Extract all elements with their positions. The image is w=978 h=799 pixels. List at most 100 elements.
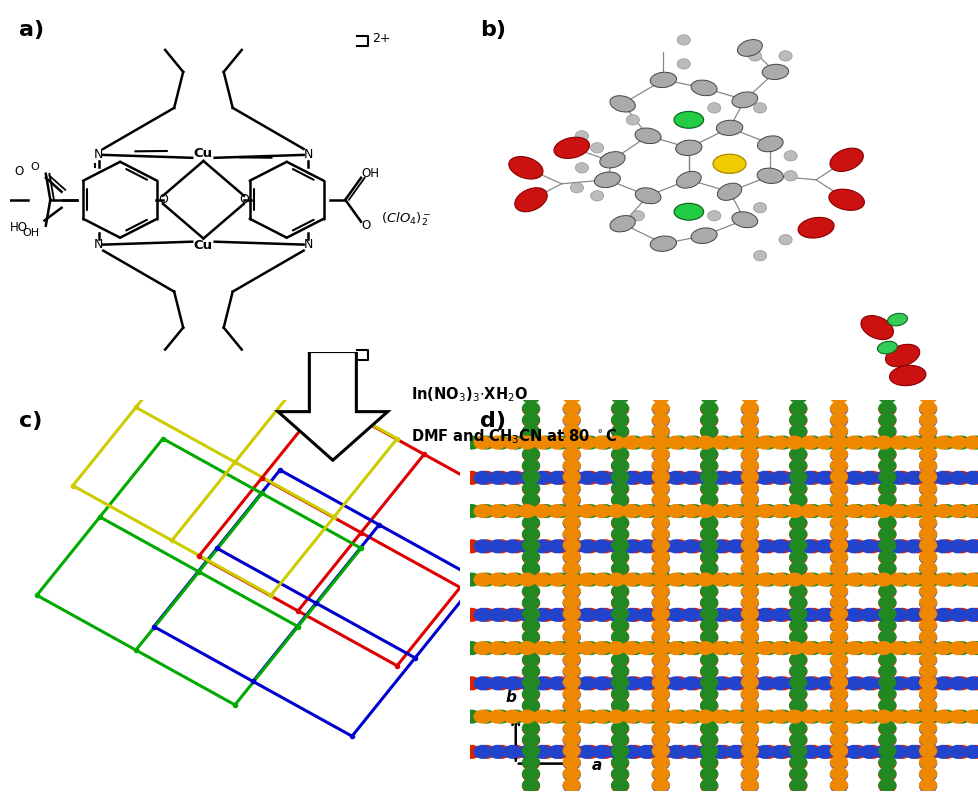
Circle shape — [670, 676, 688, 690]
Circle shape — [562, 528, 580, 542]
Circle shape — [888, 676, 907, 690]
Circle shape — [918, 539, 936, 554]
Circle shape — [937, 745, 955, 759]
Circle shape — [503, 435, 521, 450]
Ellipse shape — [876, 341, 897, 354]
Circle shape — [740, 642, 758, 656]
Circle shape — [670, 710, 688, 724]
Circle shape — [473, 641, 491, 655]
Circle shape — [784, 608, 803, 622]
Circle shape — [521, 710, 540, 725]
Circle shape — [829, 790, 847, 799]
Circle shape — [740, 608, 758, 622]
Circle shape — [873, 745, 892, 759]
Circle shape — [651, 778, 669, 792]
Circle shape — [699, 608, 718, 622]
Circle shape — [829, 471, 847, 485]
Circle shape — [877, 619, 896, 634]
Circle shape — [829, 573, 847, 586]
Circle shape — [740, 744, 758, 758]
Circle shape — [699, 539, 718, 554]
Circle shape — [562, 778, 580, 792]
Circle shape — [714, 539, 733, 554]
Circle shape — [740, 527, 758, 541]
Circle shape — [551, 710, 569, 724]
Circle shape — [562, 768, 580, 781]
Circle shape — [566, 504, 584, 518]
Circle shape — [651, 630, 669, 645]
Circle shape — [740, 539, 758, 554]
Circle shape — [877, 653, 896, 666]
Circle shape — [606, 539, 625, 554]
Circle shape — [740, 539, 758, 552]
Circle shape — [640, 710, 658, 724]
Circle shape — [606, 710, 625, 724]
Circle shape — [651, 744, 669, 758]
Circle shape — [788, 665, 807, 679]
Circle shape — [581, 710, 599, 724]
Circle shape — [784, 710, 803, 724]
Circle shape — [699, 585, 718, 599]
Circle shape — [829, 528, 847, 542]
Circle shape — [699, 779, 718, 793]
Circle shape — [488, 573, 507, 586]
Circle shape — [729, 539, 747, 554]
Circle shape — [818, 608, 836, 622]
Circle shape — [829, 768, 847, 781]
Circle shape — [922, 641, 940, 655]
Circle shape — [877, 779, 896, 793]
Circle shape — [547, 435, 565, 450]
Circle shape — [695, 471, 714, 485]
Circle shape — [966, 435, 978, 450]
Circle shape — [562, 755, 580, 769]
Circle shape — [699, 755, 718, 769]
Circle shape — [918, 699, 936, 714]
Circle shape — [677, 59, 689, 70]
Circle shape — [877, 401, 896, 415]
Circle shape — [521, 606, 540, 621]
Circle shape — [877, 630, 896, 645]
Circle shape — [966, 641, 978, 655]
Circle shape — [655, 471, 673, 485]
Circle shape — [918, 744, 936, 758]
Circle shape — [788, 606, 807, 621]
Circle shape — [788, 641, 807, 655]
Circle shape — [814, 676, 832, 690]
Circle shape — [473, 608, 491, 622]
Circle shape — [863, 539, 881, 554]
Circle shape — [551, 641, 569, 655]
Circle shape — [592, 745, 610, 759]
Circle shape — [918, 755, 936, 769]
Circle shape — [788, 471, 807, 485]
Circle shape — [829, 561, 847, 575]
Circle shape — [740, 447, 758, 461]
Circle shape — [521, 561, 540, 575]
Circle shape — [695, 504, 714, 518]
Circle shape — [462, 608, 480, 622]
Circle shape — [903, 573, 921, 586]
Circle shape — [966, 676, 978, 690]
Circle shape — [962, 539, 978, 554]
Circle shape — [740, 505, 758, 519]
Circle shape — [740, 504, 758, 518]
Circle shape — [710, 539, 729, 554]
Circle shape — [699, 471, 718, 485]
Circle shape — [892, 641, 911, 655]
Circle shape — [833, 539, 851, 554]
Circle shape — [666, 676, 685, 690]
Circle shape — [829, 459, 847, 472]
Circle shape — [877, 608, 896, 622]
Circle shape — [740, 595, 758, 610]
Ellipse shape — [509, 157, 543, 179]
Circle shape — [833, 573, 851, 586]
Circle shape — [829, 675, 847, 690]
Circle shape — [562, 710, 580, 724]
Circle shape — [829, 664, 847, 678]
Circle shape — [685, 676, 703, 690]
Circle shape — [829, 698, 847, 712]
Circle shape — [477, 435, 495, 450]
Circle shape — [829, 482, 847, 496]
Circle shape — [699, 778, 718, 792]
Circle shape — [610, 767, 629, 781]
Circle shape — [740, 459, 758, 472]
